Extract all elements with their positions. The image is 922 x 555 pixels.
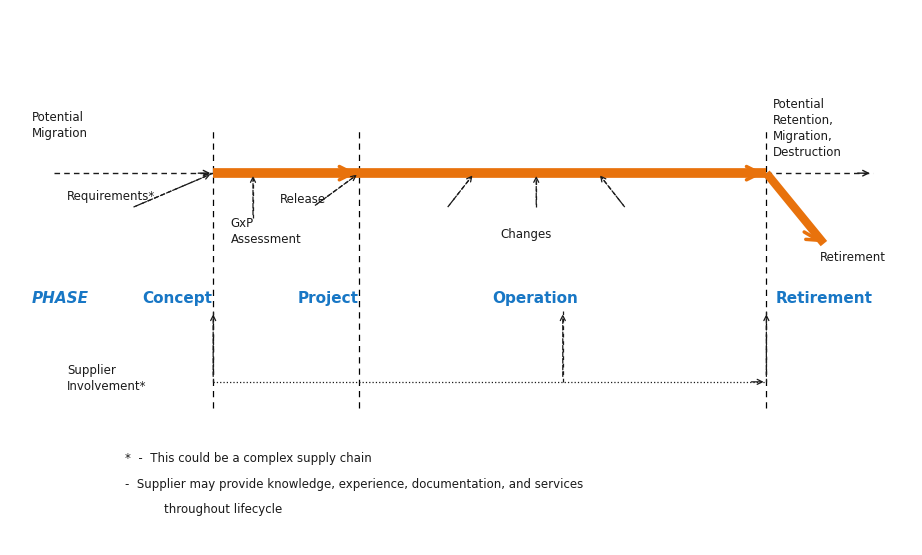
- Text: Retirement: Retirement: [775, 291, 872, 306]
- Text: Potential
Retention,
Migration,
Destruction: Potential Retention, Migration, Destruct…: [773, 98, 842, 159]
- Text: GxP
Assessment: GxP Assessment: [230, 217, 301, 246]
- Text: Project: Project: [297, 291, 359, 306]
- Text: Release: Release: [279, 193, 325, 206]
- Text: Supplier
Involvement*: Supplier Involvement*: [67, 364, 147, 392]
- Text: Potential
Migration: Potential Migration: [31, 110, 88, 139]
- Text: -  Supplier may provide knowledge, experience, documentation, and services: - Supplier may provide knowledge, experi…: [124, 478, 583, 491]
- Text: Requirements*: Requirements*: [67, 190, 156, 203]
- Text: PHASE: PHASE: [31, 291, 89, 306]
- Text: *  -  This could be a complex supply chain: * - This could be a complex supply chain: [124, 452, 372, 465]
- Text: Operation: Operation: [492, 291, 578, 306]
- Text: Changes: Changes: [501, 228, 552, 241]
- Text: Concept: Concept: [142, 291, 212, 306]
- Text: Retirement: Retirement: [820, 251, 885, 264]
- Text: throughout lifecycle: throughout lifecycle: [164, 503, 283, 516]
